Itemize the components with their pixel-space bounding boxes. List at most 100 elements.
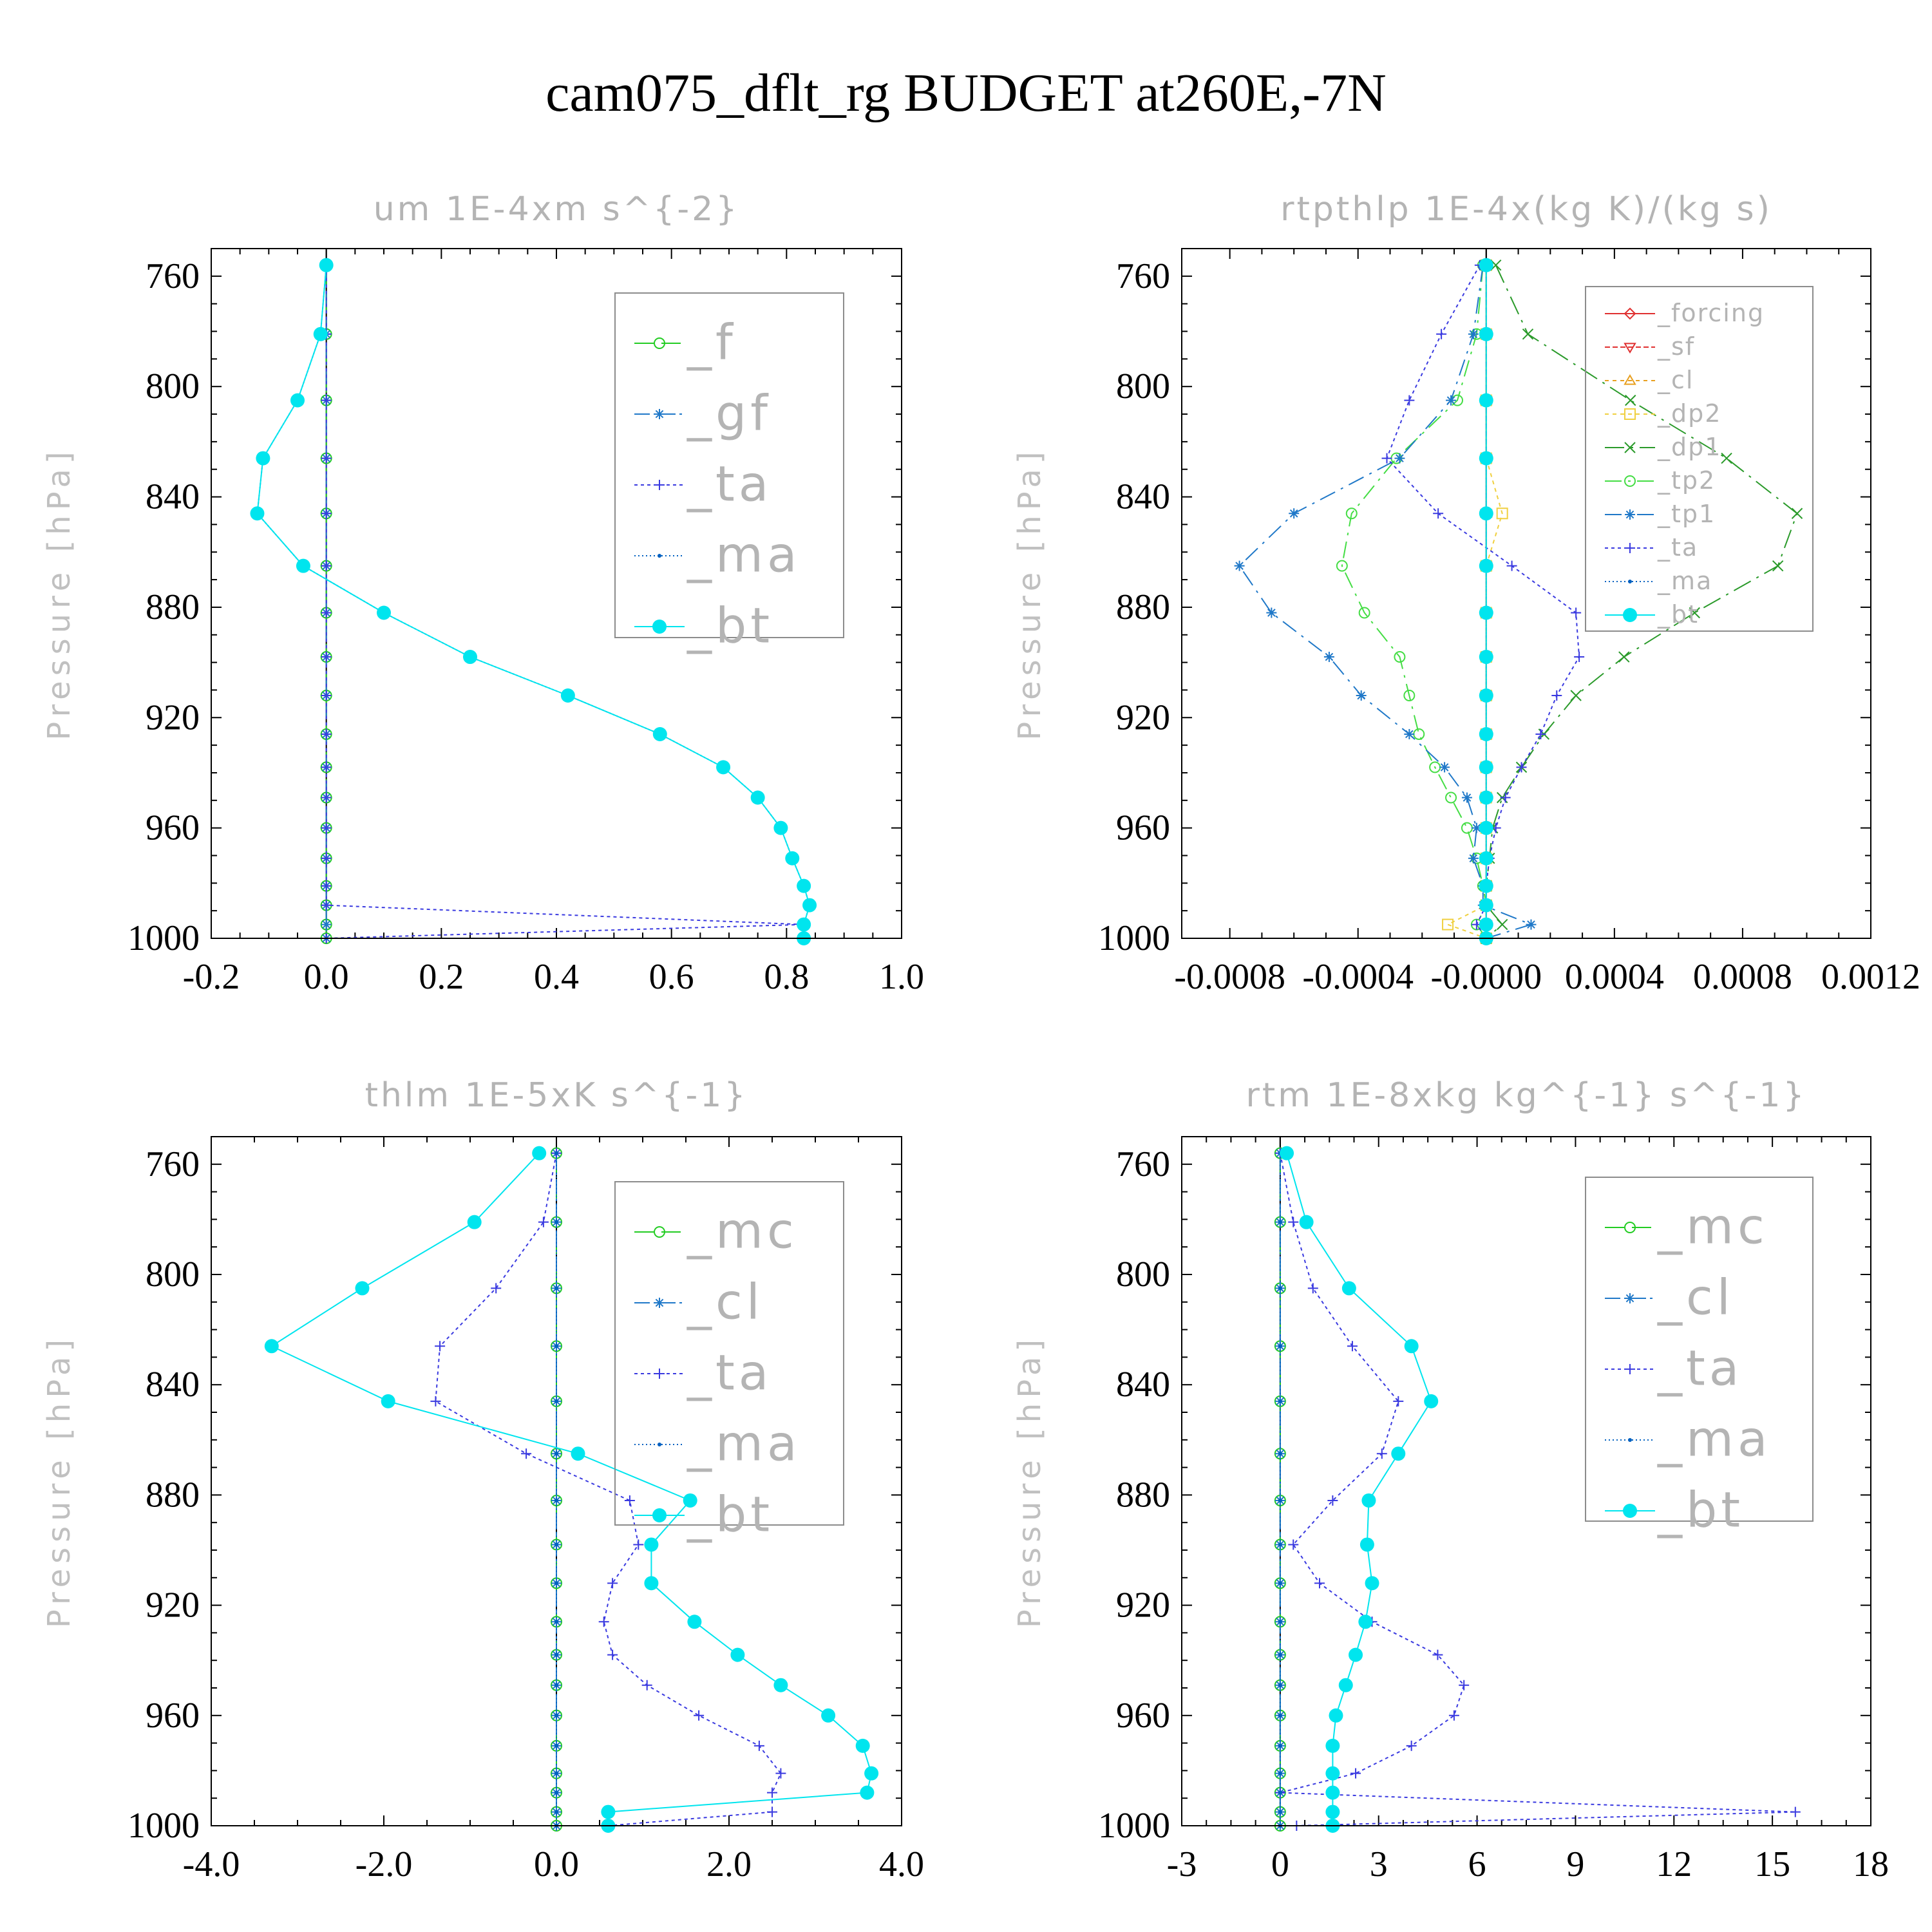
data-point [1349,1647,1363,1662]
data-point [1278,1743,1282,1748]
data-point [802,898,817,913]
data-point [644,1576,659,1591]
data-point [1689,607,1700,619]
legend-label: _cl [1657,366,1694,394]
data-point [1278,1683,1282,1687]
legend-label: _mc [1657,1197,1768,1255]
data-point [467,1215,482,1229]
x-tick-label: 6 [1468,1844,1486,1884]
data-point [377,605,391,620]
x-tick-label: 2.0 [706,1844,752,1884]
legend-label: _tp2 [1657,466,1716,495]
y-tick-label: 920 [146,697,200,737]
chart-panel: rtm 1E-8xkg kg^{-1} s^{-1} Pressure [hPa]… [1012,1076,1889,1884]
data-point [750,790,765,805]
data-point [1327,1495,1338,1506]
data-point [1432,1649,1443,1660]
data-point [1439,762,1450,773]
data-point [1406,1740,1417,1751]
data-point [321,690,332,701]
data-point [264,1339,279,1354]
data-point [554,1344,558,1349]
data-point [1325,1738,1340,1753]
x-tick-label: -3 [1167,1844,1197,1884]
y-tick-label: 840 [146,477,200,517]
data-point [1288,1217,1299,1227]
data-point [1323,652,1334,663]
series [1274,1148,1801,1831]
data-point [1479,650,1493,665]
data-point [532,1146,547,1160]
y-tick-label: 800 [146,366,200,406]
data-point [1365,1576,1379,1591]
legend-marker [1624,475,1636,487]
plot-frame [211,1136,902,1826]
data-point [1479,851,1493,866]
data-point [1314,1578,1325,1589]
data-point [435,1341,446,1352]
data-point [1790,1806,1801,1817]
legend-label: _bt [687,1485,773,1542]
data-point [652,726,667,741]
x-tick-label: 3 [1370,1844,1388,1884]
y-tick-label: 800 [146,1255,200,1294]
data-point [1479,898,1493,913]
legend-marker [654,480,665,490]
legend-label: _cl [1657,1268,1734,1325]
data-point [753,1740,764,1751]
data-point [554,1713,558,1718]
data-point [1468,853,1479,864]
data-point [1516,762,1527,773]
data-point [1479,327,1493,341]
y-tick-label: 840 [146,1365,200,1405]
x-tick-label: -0.2 [183,957,240,997]
data-point [1471,822,1482,833]
x-tick-label: 0.0 [534,1844,579,1884]
data-point [1479,688,1493,703]
data-point [1479,558,1493,573]
data-point [1479,790,1493,805]
legend-marker [658,1443,661,1446]
data-point [321,728,332,739]
data-point [1278,1810,1282,1814]
data-point [1381,453,1392,464]
legend-label: _tp1 [1657,500,1716,528]
data-point [1278,1286,1282,1291]
legend-box [1585,1177,1814,1522]
plot-frame [1181,1136,1871,1826]
series [1479,258,1493,945]
legend-box [614,1181,844,1526]
data-point [1358,1615,1373,1629]
x-tick-label: 18 [1853,1844,1889,1884]
legend-label: _bt [1657,600,1699,629]
legend-label: _ma [687,526,801,583]
data-point [821,1708,836,1723]
data-point [1325,1785,1340,1800]
series [1481,259,1803,944]
series-line [1386,265,1580,939]
data-point [554,1790,558,1795]
y-tick-label: 840 [1116,477,1170,517]
data-point [1404,1339,1419,1354]
y-tick-label: 880 [146,1475,200,1515]
data-point [1571,607,1582,618]
data-point [321,792,332,803]
legend-marker [1625,509,1635,520]
data-point [1278,1498,1282,1502]
data-point [554,1620,558,1624]
data-point [1445,791,1457,804]
y-axis-label: Pressure [hPa] [41,446,77,740]
legend-label: _ma [687,1414,801,1472]
data-point [554,1683,558,1687]
data-point [1358,607,1370,619]
data-point [694,1710,705,1721]
legend-label: _gf [687,384,772,441]
x-tick-label: 9 [1566,1844,1584,1884]
series [1280,1146,1439,1833]
chart-panels: um 1E-4xm s^{-2} Pressure [hPa] 760 800 840 8… [41,190,1920,1884]
data-point [1461,822,1473,834]
data-point [1459,1680,1470,1690]
legend-marker [654,1226,665,1238]
figure-title: cam075_dflt_rg BUDGET at260E,-7N [545,63,1387,123]
data-point [864,1766,879,1781]
